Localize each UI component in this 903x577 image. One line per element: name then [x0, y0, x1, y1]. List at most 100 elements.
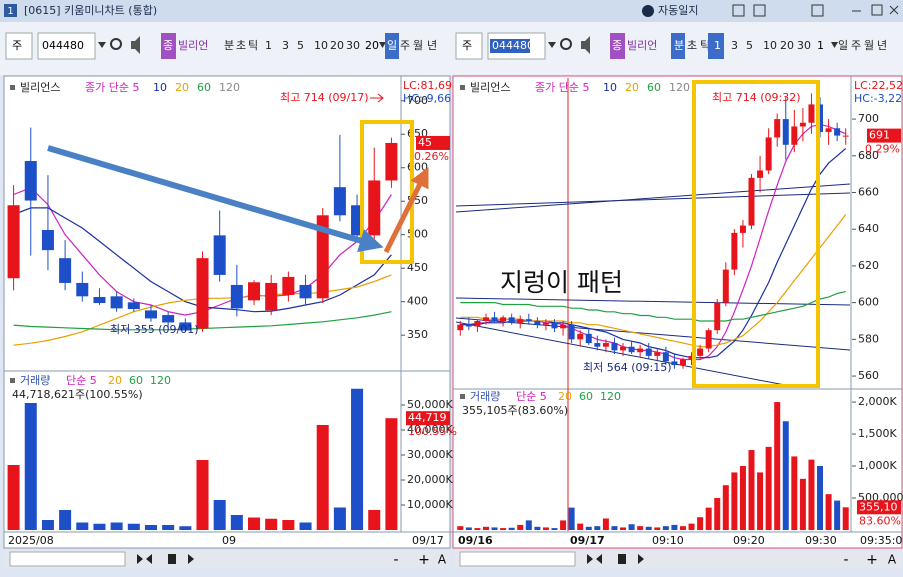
current-price: 45 — [418, 136, 432, 149]
period-button[interactable]: 1 — [265, 39, 272, 52]
candle-body — [731, 232, 738, 270]
auto-journal[interactable]: 자동일지 — [658, 3, 698, 17]
stock-code[interactable]: 044480 — [492, 39, 534, 52]
candle-body — [602, 343, 609, 347]
y-tick-label: 620 — [858, 259, 879, 272]
candle-body — [774, 119, 781, 138]
unit-button[interactable]: 분 — [224, 39, 234, 52]
period-button[interactable]: 20 — [330, 39, 344, 52]
volume-plot — [7, 388, 398, 530]
candle-body — [59, 258, 72, 283]
code-input[interactable] — [37, 32, 96, 60]
font-size[interactable]: A — [438, 553, 447, 567]
volume-bar — [551, 528, 558, 530]
period-select[interactable]: 20 — [365, 39, 379, 52]
scroll-track[interactable] — [459, 551, 576, 567]
volume-legend: 120 — [150, 374, 171, 387]
scroll-buttons[interactable] — [137, 554, 644, 564]
dropdown[interactable] — [548, 42, 556, 48]
period-select[interactable]: 1 — [817, 39, 824, 52]
unit-button[interactable]: 초 — [236, 39, 246, 52]
volume-bar — [542, 527, 549, 530]
high-label: 최고 714 (09:32) — [712, 91, 801, 104]
search-icon[interactable] — [110, 38, 122, 50]
unit-button[interactable]: 틱 — [248, 39, 258, 52]
period-button[interactable]: 20 — [780, 39, 794, 52]
period-button[interactable]: 30 — [797, 39, 811, 52]
x-tick-label: 09 — [222, 534, 236, 547]
journal-icon[interactable] — [642, 5, 654, 17]
interval-button[interactable]: 일 — [387, 38, 397, 52]
market-select[interactable] — [5, 32, 33, 60]
candle-body — [654, 352, 661, 356]
candle-body — [248, 282, 261, 301]
stock-name[interactable]: 빌리언 — [627, 39, 657, 52]
kind[interactable]: 종 — [163, 39, 173, 52]
candle-body — [491, 317, 498, 322]
y-tick-label: 30,000K — [407, 448, 453, 461]
volume-bar — [299, 522, 312, 530]
period-button[interactable]: 30 — [346, 39, 360, 52]
interval-button[interactable]: 일 — [838, 38, 848, 52]
market[interactable]: 주 — [12, 39, 22, 52]
period-button[interactable]: 3 — [282, 39, 289, 52]
font-size[interactable]: A — [888, 553, 897, 567]
legend-icon — [10, 378, 15, 383]
period-button[interactable]: 5 — [297, 39, 304, 52]
zoom-in[interactable]: + — [866, 552, 878, 568]
highlight-box — [692, 80, 820, 388]
x-tick-label: 2025/08 — [8, 534, 54, 547]
sound-icon[interactable] — [581, 36, 590, 54]
window-buttons[interactable] — [732, 4, 899, 17]
volume-bar — [834, 500, 841, 530]
volume-title: 거래량 — [20, 374, 50, 387]
period-button[interactable]: 1 — [714, 39, 721, 52]
market-select[interactable] — [455, 32, 483, 60]
volume-bar — [577, 523, 584, 530]
kind[interactable]: 종 — [612, 39, 622, 52]
unit-button[interactable]: 초 — [687, 39, 697, 52]
search-icon[interactable] — [560, 38, 572, 50]
candle-body — [282, 276, 295, 295]
dropdown[interactable] — [98, 42, 106, 48]
y-tick-label: 600 — [858, 296, 879, 309]
candle-body — [637, 348, 644, 353]
candle-body — [41, 230, 54, 251]
period-button[interactable]: 3 — [731, 39, 738, 52]
scroll-track[interactable] — [9, 551, 126, 567]
candle-body — [645, 348, 652, 356]
kind-box[interactable] — [161, 33, 176, 59]
stock-name[interactable]: 빌리언 — [178, 39, 208, 52]
candle-body — [230, 284, 243, 309]
unit-button[interactable]: 분 — [674, 39, 684, 52]
volume-plot — [457, 402, 849, 530]
interval-button[interactable]: 주 — [400, 39, 410, 52]
legend-ma: 10 — [153, 81, 167, 94]
dropdown[interactable] — [831, 42, 838, 48]
candle-body — [162, 315, 175, 323]
kind-box[interactable] — [610, 33, 625, 59]
interval-button[interactable]: 년 — [427, 39, 437, 52]
y-tick-label: 10,000K — [407, 498, 453, 511]
period-button[interactable]: 5 — [746, 39, 753, 52]
unit-button[interactable]: 틱 — [700, 39, 710, 52]
x-tick-label: 09/17 — [412, 534, 444, 547]
volume-bar — [351, 388, 364, 530]
volume-bar — [162, 525, 175, 530]
sound-icon[interactable] — [131, 36, 140, 54]
period-button[interactable]: 10 — [314, 39, 328, 52]
zoom-out[interactable]: - — [393, 552, 398, 568]
volume-bar — [316, 425, 329, 530]
candle-body — [765, 137, 772, 171]
interval-button[interactable]: 월 — [864, 39, 874, 52]
stock-code[interactable]: 044480 — [42, 39, 84, 52]
x-tick-label: 09:30 — [805, 534, 837, 547]
market[interactable]: 주 — [462, 39, 472, 52]
interval-button[interactable]: 월 — [413, 39, 423, 52]
period-button[interactable]: 10 — [763, 39, 777, 52]
interval-button[interactable]: 주 — [851, 39, 861, 52]
interval-button[interactable]: 년 — [877, 39, 887, 52]
zoom-in[interactable]: + — [418, 552, 430, 568]
dropdown[interactable] — [379, 42, 386, 48]
zoom-out[interactable]: - — [843, 552, 848, 568]
